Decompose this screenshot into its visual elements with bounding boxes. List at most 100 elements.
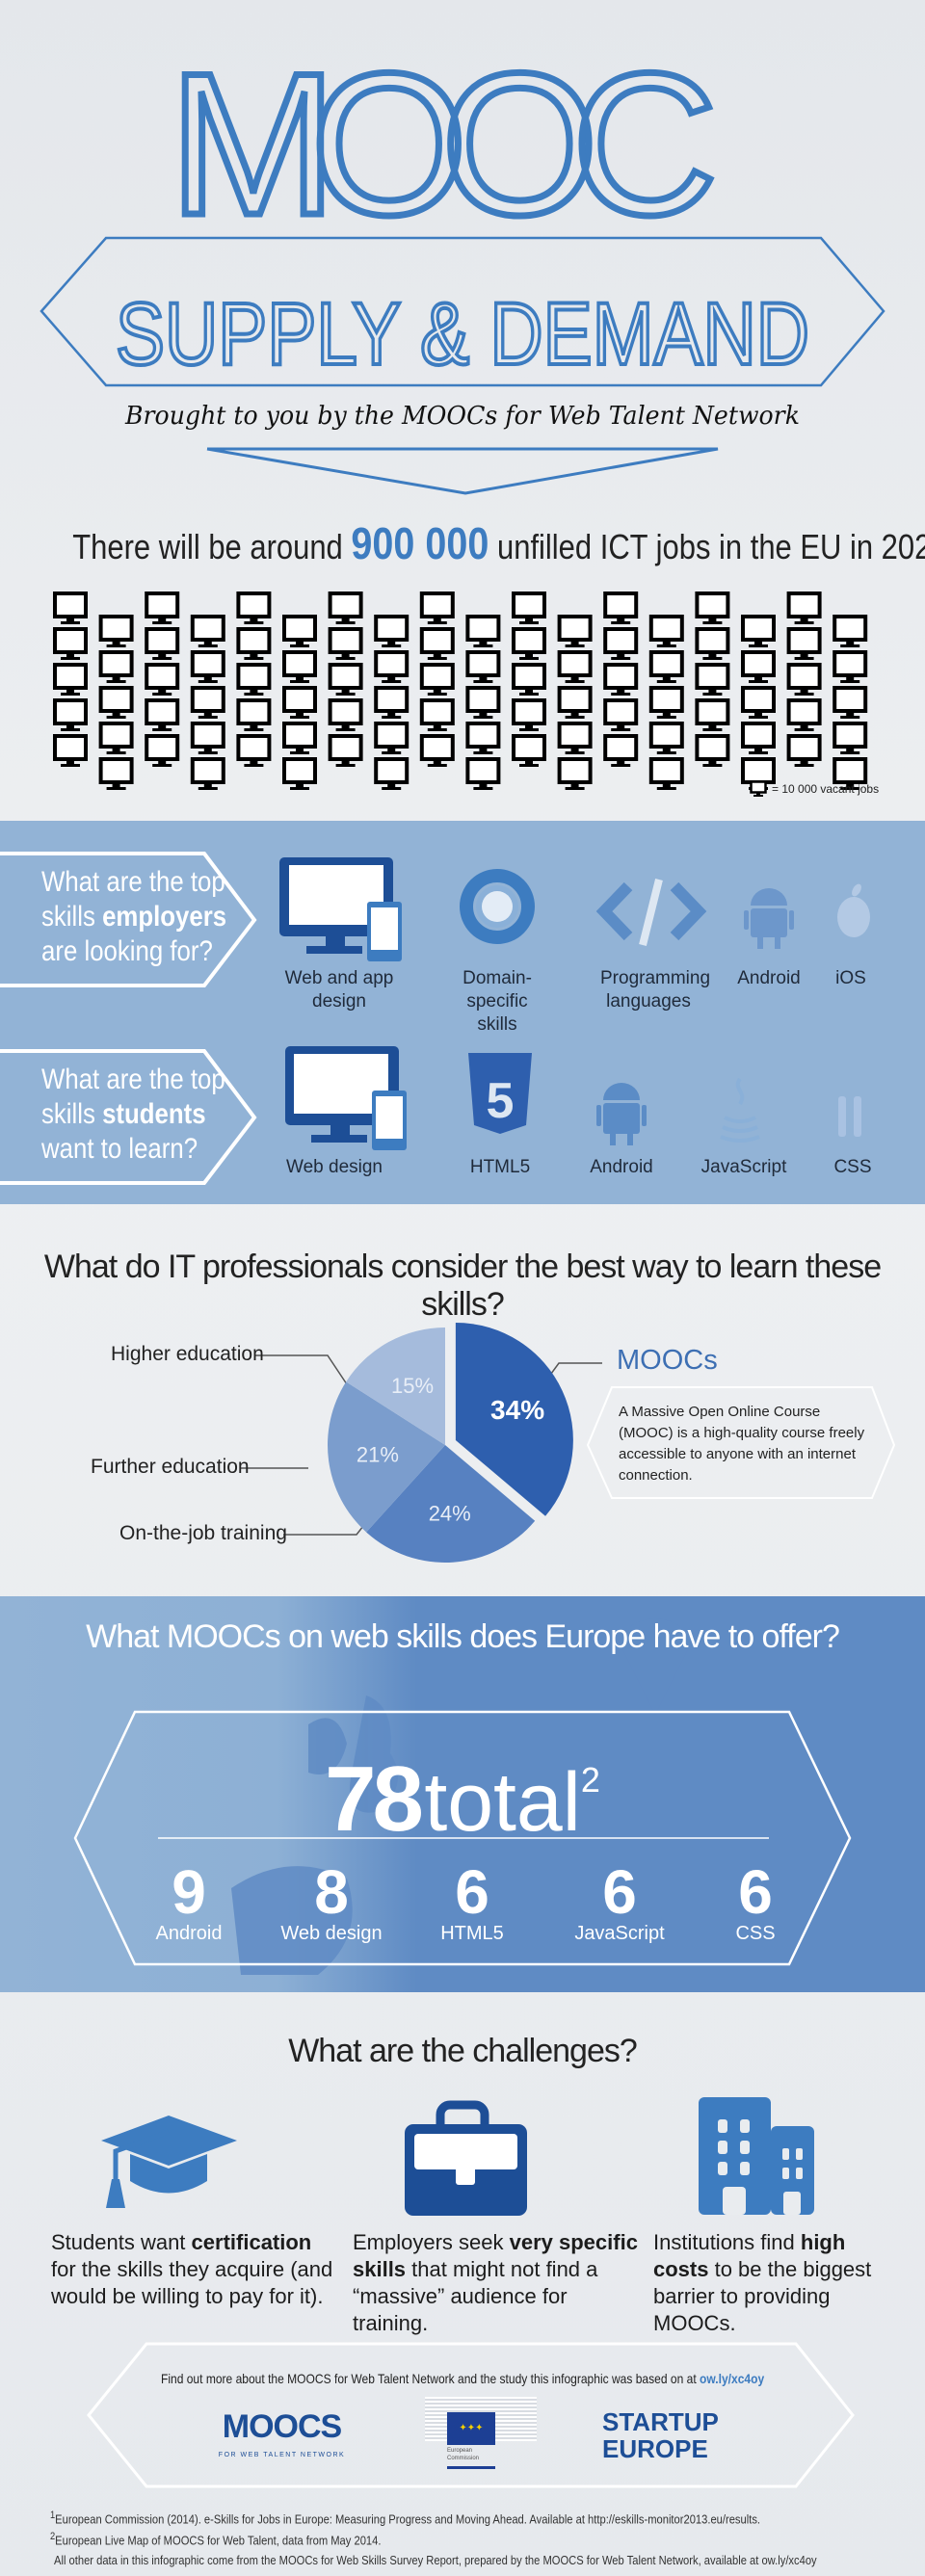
study-link[interactable]: ow.ly/xc4oy — [699, 2371, 765, 2386]
monitor-icon — [145, 698, 180, 731]
monitor-icon — [53, 734, 88, 767]
employers-question: What are the top skills employers are look… — [41, 866, 227, 967]
skill-label: Android — [590, 1157, 653, 1177]
monitor-icon — [53, 591, 88, 624]
monitor-icon — [512, 734, 546, 767]
skill-label: Programming languages — [600, 968, 711, 1012]
ring-icon — [460, 869, 535, 944]
monitor-icon — [465, 615, 501, 647]
monitor-icon — [190, 757, 225, 790]
jobs-statement: There will be around 900 000 unfilled IC… — [72, 518, 925, 568]
breakdown-item: 6 HTML5 — [440, 1857, 504, 1944]
skill-label: Android — [737, 968, 801, 988]
monitor-icon — [512, 698, 546, 731]
skills-band — [0, 821, 925, 1204]
footnote: All other data in this infographic come … — [54, 2553, 817, 2567]
monitor-icon — [236, 627, 272, 660]
monitor-icon — [648, 722, 684, 754]
students-question: What are the top skills students want to l… — [41, 1064, 225, 1165]
graduation-cap-icon — [101, 2116, 237, 2208]
monitor-icon — [236, 591, 272, 624]
skill-label: Web and app design — [284, 968, 394, 1012]
monitor-icon — [236, 698, 272, 731]
monitor-icon — [190, 686, 225, 719]
more-info: Find out more about the MOOCS for Web Ta… — [160, 2371, 765, 2386]
monitor-icon — [786, 698, 822, 731]
down-arrow-icon — [206, 447, 719, 495]
monitor-icon — [832, 686, 868, 719]
monitor-icon — [786, 627, 822, 660]
challenges-icons — [101, 2097, 814, 2216]
pie-value-label: 24% — [429, 1502, 471, 1526]
mooc-definition-hexagon — [586, 1386, 896, 1499]
skill-label: Web design — [286, 1157, 383, 1177]
students-arrow — [0, 1049, 257, 1185]
main-title: MOOC — [169, 31, 756, 257]
monitor-icon — [145, 663, 180, 696]
monitor-icon — [465, 686, 501, 719]
pie-slice — [366, 1445, 536, 1564]
tagline: Brought to you by the MOOCs for Web Tale… — [124, 402, 800, 431]
subtitle: SUPPLY & DEMAND — [116, 285, 809, 383]
challenge-text: Employers seek very specific skills that… — [353, 2230, 638, 2335]
footnote: 2European Live Map of MOOCS for Web Tale… — [50, 2531, 382, 2548]
monitor-icon — [512, 591, 546, 624]
pie-chart: 34% 24% 21% 15% — [241, 1322, 896, 1564]
monitor-icon — [145, 734, 180, 767]
monitor-icon — [786, 734, 822, 767]
monitor-icon — [648, 615, 684, 647]
startup-europe-logo: STARTUP EUROPE — [602, 2407, 719, 2463]
monitor-icon — [98, 650, 134, 683]
europe-title: What MOOCs on web skills does Europe hav… — [86, 1618, 840, 1655]
monitor-icon — [53, 627, 88, 660]
pie-label: On-the-job training — [119, 1522, 287, 1544]
employers-arrow — [0, 852, 257, 987]
monitor-icon — [465, 722, 501, 754]
europe-band — [0, 1596, 925, 1992]
monitor-icon — [603, 591, 639, 624]
monitor-phone-icon — [279, 857, 402, 961]
monitor-icon — [282, 686, 317, 719]
svg-text:5: 5 — [487, 1073, 515, 1129]
java-cup-icon — [720, 1077, 760, 1143]
monitor-icon — [145, 591, 180, 624]
monitor-icon — [695, 698, 730, 731]
challenge-text: Students want certification for the skil… — [51, 2230, 333, 2308]
monitor-icon — [648, 650, 684, 683]
monitor-icon — [832, 722, 868, 754]
apple-icon — [837, 883, 870, 937]
monitor-icon — [419, 734, 455, 767]
pie-label: Further education — [91, 1456, 250, 1478]
monitor-icon — [145, 627, 180, 660]
monitor-icon — [695, 591, 730, 624]
monitor-icon — [512, 627, 546, 660]
header-graphic: MOOC SUPPLY & DEMAND Brought to you by t… — [40, 28, 885, 495]
mooc-definition: A Massive Open Online Course (MOOC) is a… — [619, 1404, 865, 1484]
monitor-icon — [190, 650, 225, 683]
breakdown-item: 8 Web design — [280, 1857, 383, 1944]
monitor-icon — [282, 650, 317, 683]
learning-title: What do IT professionals consider the be… — [43, 1249, 882, 1323]
monitor-icon — [741, 686, 776, 719]
monitor-icon — [419, 663, 455, 696]
monitor-icon — [190, 615, 225, 647]
monitor-icon — [648, 757, 684, 790]
monitor-icon — [695, 663, 730, 696]
monitor-icon — [750, 780, 767, 797]
monitor-icon — [328, 627, 363, 660]
monitor-icon — [695, 627, 730, 660]
android-icon — [744, 888, 794, 949]
monitor-icon — [98, 615, 134, 647]
monitor-icon — [465, 650, 501, 683]
monitor-icon — [832, 650, 868, 683]
monitor-grid — [53, 591, 868, 790]
monitor-icon — [465, 757, 501, 790]
monitor-icon — [741, 722, 776, 754]
monitor-icon — [741, 615, 776, 647]
html5-icon: 5 — [468, 1053, 532, 1134]
breakdown-item: 9 Android — [155, 1857, 223, 1944]
moocs-logo: MOOCS FOR WEB TALENT NETWORK — [218, 2408, 346, 2458]
skill-label: CSS — [833, 1157, 872, 1177]
pie-value-label: 15% — [391, 1374, 434, 1398]
code-icon — [595, 879, 707, 946]
